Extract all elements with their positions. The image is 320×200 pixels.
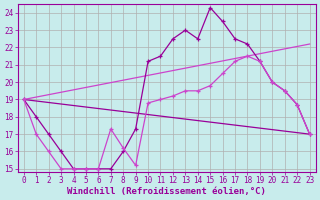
X-axis label: Windchill (Refroidissement éolien,°C): Windchill (Refroidissement éolien,°C) bbox=[67, 187, 266, 196]
